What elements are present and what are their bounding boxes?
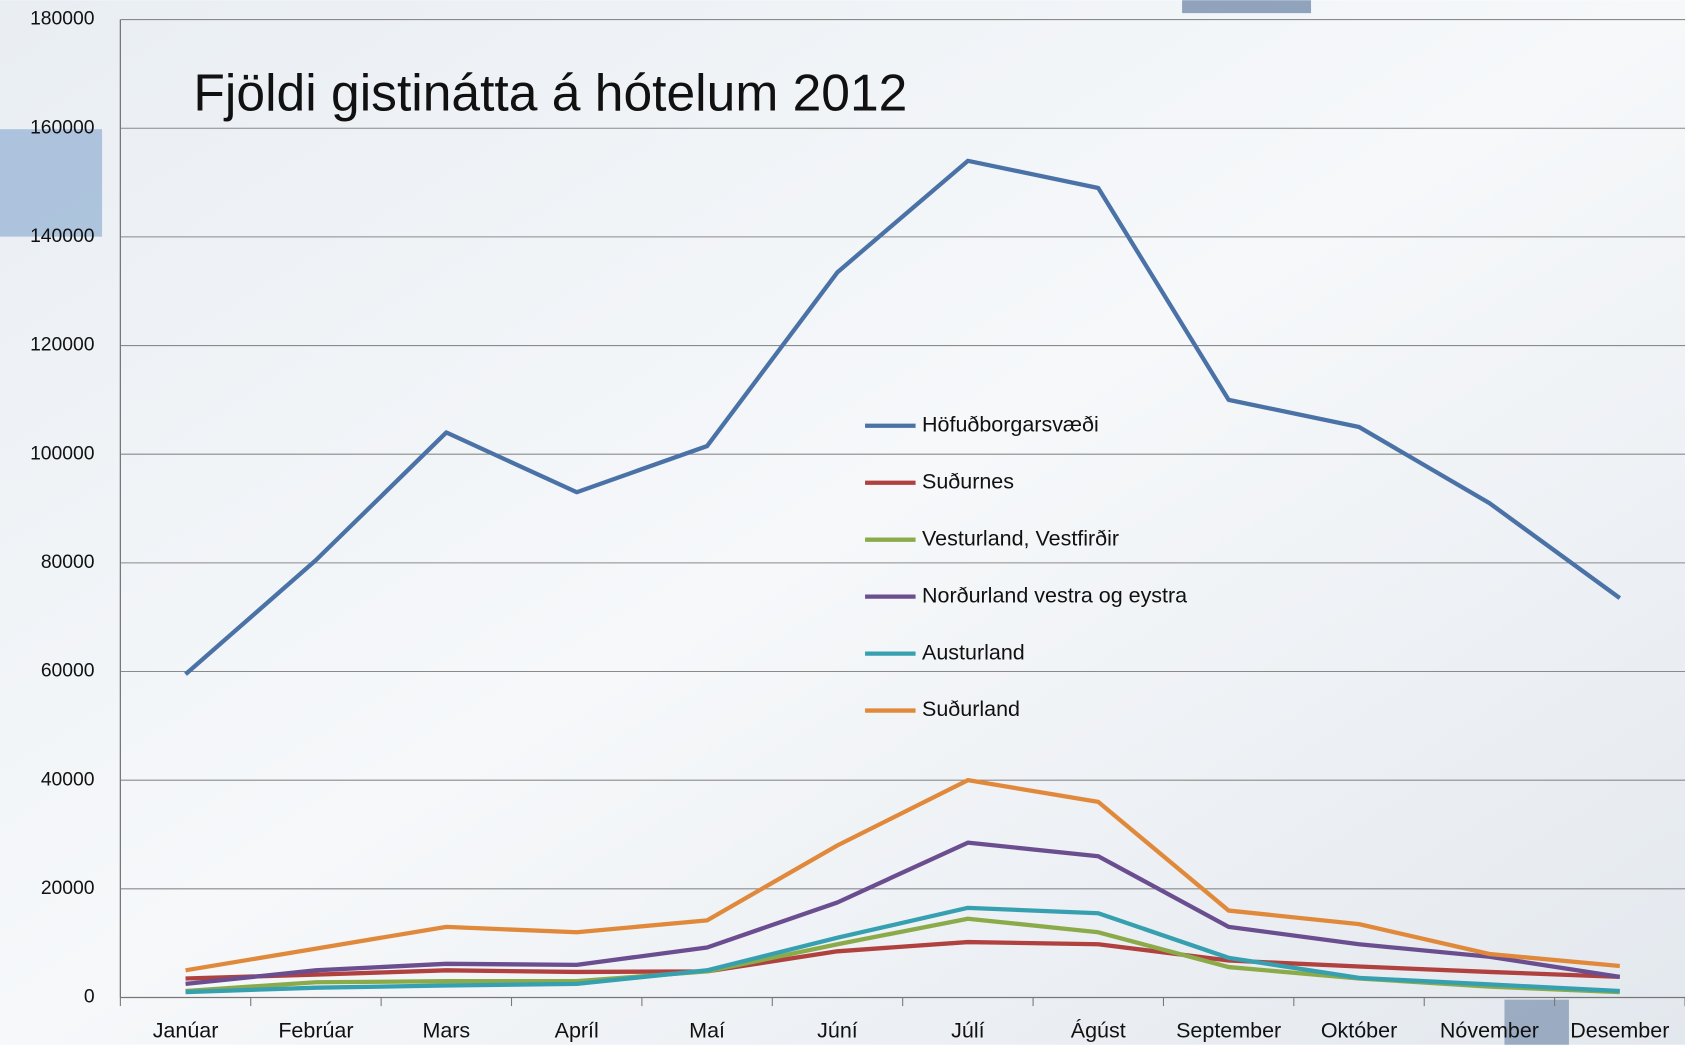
y-tick-label: 20000 xyxy=(41,877,95,899)
legend-label: Austurland xyxy=(922,640,1025,664)
x-tick-label: September xyxy=(1176,1019,1281,1043)
chart-title: Fjöldi gistinátta á hótelum 2012 xyxy=(193,64,907,122)
x-tick-label: Október xyxy=(1321,1019,1397,1043)
x-tick-label: Maí xyxy=(689,1019,725,1043)
y-tick-label: 0 xyxy=(84,986,95,1008)
y-tick-label: 160000 xyxy=(30,116,95,138)
x-tick-label: Nóvember xyxy=(1440,1019,1539,1043)
legend-label: Vesturland, Vestfirðir xyxy=(922,526,1119,550)
background-roof xyxy=(0,129,103,237)
y-tick-label: 180000 xyxy=(30,8,95,30)
legend-label: Suðurland xyxy=(922,697,1020,721)
legend-label: Höfuðborgarsvæði xyxy=(922,412,1099,436)
x-tick-label: Júní xyxy=(817,1019,858,1043)
background-roof xyxy=(1504,999,1569,1045)
series-line xyxy=(184,158,1622,676)
x-tick-label: Apríl xyxy=(555,1019,599,1043)
x-tick-label: Desember xyxy=(1570,1019,1669,1043)
series-line xyxy=(185,840,1621,987)
series-line xyxy=(185,939,1620,981)
legend-label: Norðurland vestra og eystra xyxy=(922,583,1187,607)
y-tick-label: 60000 xyxy=(41,660,95,682)
y-tick-label: 140000 xyxy=(30,225,95,247)
x-tick-label: Mars xyxy=(422,1019,470,1043)
series-line xyxy=(185,905,1620,995)
x-tick-label: Janúar xyxy=(153,1019,219,1043)
y-tick-label: 40000 xyxy=(41,768,95,790)
x-tick-label: Ágúst xyxy=(1071,1018,1126,1043)
legend-label: Suðurnes xyxy=(922,469,1014,493)
y-tick-label: 80000 xyxy=(41,551,95,573)
x-tick-label: Febrúar xyxy=(278,1019,353,1043)
series-line xyxy=(185,778,1620,973)
background-roof xyxy=(1182,0,1312,14)
x-tick-label: Júlí xyxy=(951,1019,984,1043)
y-tick-label: 100000 xyxy=(30,442,95,464)
y-tick-label: 120000 xyxy=(30,334,95,356)
